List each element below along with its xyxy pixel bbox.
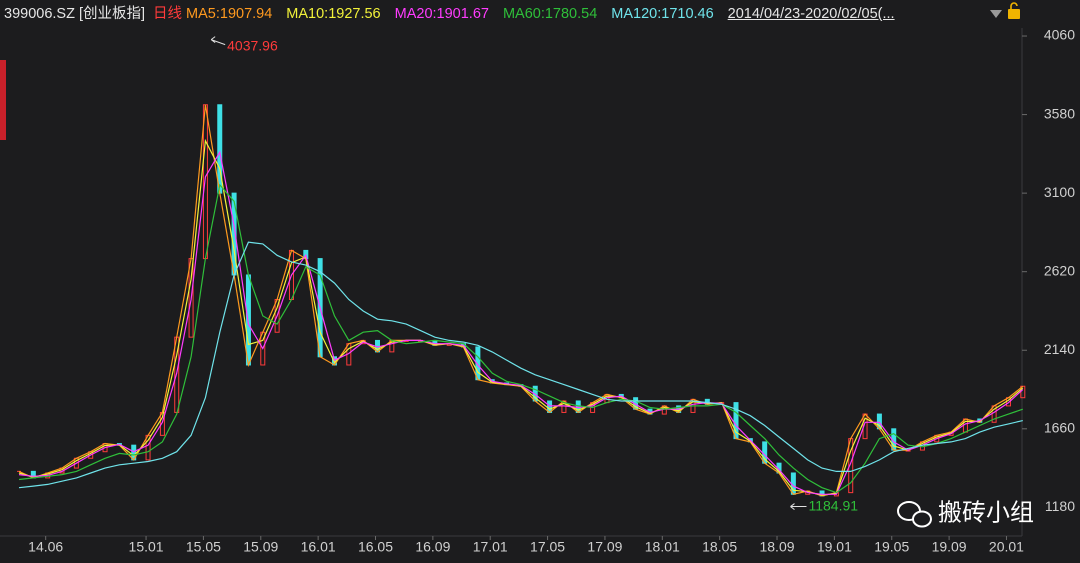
candle [217,104,223,194]
x-tick-label: 14.06 [28,539,63,555]
x-tick-label: 17.01 [473,539,508,555]
period: 日线 [153,6,183,22]
x-tick-label: 18.01 [645,539,680,555]
lock-icon[interactable] [1008,9,1020,19]
low-arrow [790,503,807,510]
y-tick-label: 3100 [1044,184,1075,200]
legend-entry: MA10:1927.56 [286,6,381,22]
x-tick-label: 19.01 [817,539,852,555]
header: 399006.SZ [创业板指] 日线 MA5:1907.94 MA10:1927… [4,4,895,24]
y-tick-label: 3580 [1044,105,1075,121]
candle [245,274,251,366]
x-tick-label: 18.09 [759,539,794,555]
legend-entry: MA120:1710.46 [611,6,714,22]
x-tick-label: 20.01 [989,539,1024,555]
x-tick-label: 15.05 [186,539,221,555]
legend-entry: MA60:1780.54 [502,6,598,22]
ma-line [18,150,1024,495]
y-tick-label: 2620 [1044,262,1075,278]
ma-line [18,241,1023,489]
x-tick-label: 18.05 [702,539,737,555]
legend-entry: MA5:1907.94 [186,6,273,22]
symbol-title: 399006.SZ [创业板指] [4,6,146,22]
lock-shackle [1010,2,1018,9]
x-tick-label: 17.09 [587,539,622,555]
dropdown-icon[interactable] [990,10,1002,18]
y-tick-label: 4060 [1044,27,1075,43]
watermark: 搬砖小组 [938,499,1034,526]
x-tick-label: 16.05 [358,539,393,555]
y-tick-label: 1660 [1044,420,1075,436]
x-tick-label: 15.01 [129,539,164,555]
legend-entry: MA20:1901.67 [394,6,489,22]
watermark-icon [897,501,932,528]
x-tick-label: 17.05 [530,539,565,555]
x-tick-label: 16.09 [415,539,450,555]
ma-line [18,183,1023,494]
high-arrow [210,36,226,46]
x-tick-label: 15.09 [243,539,278,555]
side-marker [0,60,6,140]
x-tick-label: 19.09 [932,539,967,555]
low-label: 1184.91 [808,497,858,513]
y-tick-label: 2140 [1044,341,1075,357]
x-tick-label: 19.05 [874,539,909,555]
date-range: 2014/04/23-2020/02/05(... [727,6,895,22]
y-tick-label: 1180 [1045,498,1075,514]
high-label: 4037.96 [227,37,278,53]
x-tick-label: 16.01 [301,539,336,555]
